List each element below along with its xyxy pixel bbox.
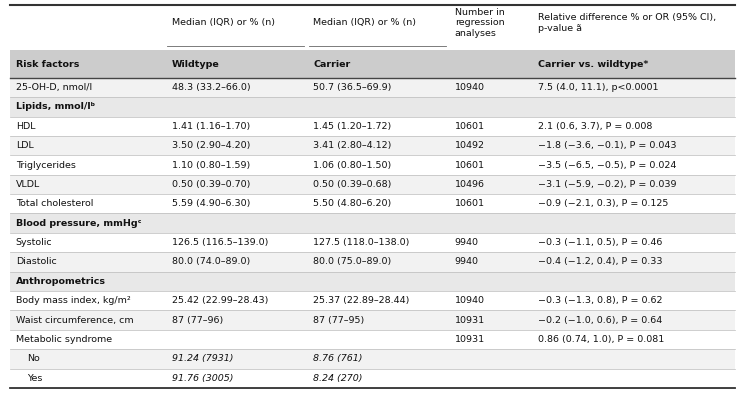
Text: 127.5 (118.0–138.0): 127.5 (118.0–138.0) (313, 238, 410, 247)
Text: 10492: 10492 (454, 141, 485, 150)
Text: Blood pressure, mmHgᶜ: Blood pressure, mmHgᶜ (16, 219, 141, 228)
Text: 5.59 (4.90–6.30): 5.59 (4.90–6.30) (171, 199, 250, 208)
Text: 5.50 (4.80–6.20): 5.50 (4.80–6.20) (313, 199, 391, 208)
Text: 3.41 (2.80–4.12): 3.41 (2.80–4.12) (313, 141, 392, 150)
Bar (10, 78, 735, 97)
Text: 8.24 (270): 8.24 (270) (313, 374, 363, 383)
Bar (10, 117, 735, 136)
Text: 9940: 9940 (454, 238, 478, 247)
Bar (10, 330, 735, 349)
Text: 2.1 (0.6, 3.7), P = 0.008: 2.1 (0.6, 3.7), P = 0.008 (538, 122, 653, 131)
Bar (10, 50, 735, 78)
Bar (10, 213, 735, 233)
Text: 91.76 (3005): 91.76 (3005) (171, 374, 233, 383)
Text: Diastolic: Diastolic (16, 257, 57, 266)
Text: LDL: LDL (16, 141, 34, 150)
Text: 50.7 (36.5–69.9): 50.7 (36.5–69.9) (313, 83, 392, 92)
Bar (10, 97, 735, 117)
Text: 0.86 (0.74, 1.0), P = 0.081: 0.86 (0.74, 1.0), P = 0.081 (538, 335, 665, 344)
Text: 126.5 (116.5–139.0): 126.5 (116.5–139.0) (171, 238, 268, 247)
Bar (10, 136, 735, 155)
Text: 25.42 (22.99–28.43): 25.42 (22.99–28.43) (171, 296, 268, 305)
Text: 25.37 (22.89–28.44): 25.37 (22.89–28.44) (313, 296, 410, 305)
Text: −3.1 (−5.9, −0.2), P = 0.039: −3.1 (−5.9, −0.2), P = 0.039 (538, 180, 676, 189)
Text: Waist circumference, cm: Waist circumference, cm (16, 316, 133, 325)
Bar (10, 369, 735, 388)
Bar (10, 175, 735, 194)
Bar (10, 349, 735, 369)
Text: −0.2 (−1.0, 0.6), P = 0.64: −0.2 (−1.0, 0.6), P = 0.64 (538, 316, 662, 325)
Text: Wildtype: Wildtype (171, 60, 220, 68)
Text: 80.0 (74.0–89.0): 80.0 (74.0–89.0) (171, 257, 250, 266)
Text: −3.5 (−6.5, −0.5), P = 0.024: −3.5 (−6.5, −0.5), P = 0.024 (538, 160, 676, 169)
Text: 10601: 10601 (454, 160, 485, 169)
Text: −0.3 (−1.3, 0.8), P = 0.62: −0.3 (−1.3, 0.8), P = 0.62 (538, 296, 662, 305)
Text: 80.0 (75.0–89.0): 80.0 (75.0–89.0) (313, 257, 391, 266)
Text: 1.41 (1.16–1.70): 1.41 (1.16–1.70) (171, 122, 250, 131)
Text: 7.5 (4.0, 11.1), p<0.0001: 7.5 (4.0, 11.1), p<0.0001 (538, 83, 659, 92)
Bar (10, 233, 735, 252)
Text: 48.3 (33.2–66.0): 48.3 (33.2–66.0) (171, 83, 250, 92)
Text: 3.50 (2.90–4.20): 3.50 (2.90–4.20) (171, 141, 250, 150)
Text: 10931: 10931 (454, 335, 485, 344)
Bar (10, 252, 735, 272)
Text: Median (IQR) or % (n): Median (IQR) or % (n) (171, 18, 275, 28)
Bar (10, 5, 735, 50)
Text: −0.3 (−1.1, 0.5), P = 0.46: −0.3 (−1.1, 0.5), P = 0.46 (538, 238, 662, 247)
Text: No: No (28, 354, 40, 363)
Text: HDL: HDL (16, 122, 35, 131)
Text: 10940: 10940 (454, 296, 485, 305)
Text: 1.45 (1.20–1.72): 1.45 (1.20–1.72) (313, 122, 391, 131)
Text: 87 (77–96): 87 (77–96) (171, 316, 223, 325)
Text: 25-OH-D, nmol/l: 25-OH-D, nmol/l (16, 83, 92, 92)
Text: Relative difference % or OR (95% CI),
p-value ã: Relative difference % or OR (95% CI), p-… (538, 13, 716, 33)
Text: 10496: 10496 (454, 180, 485, 189)
Text: 10931: 10931 (454, 316, 485, 325)
Text: Median (IQR) or % (n): Median (IQR) or % (n) (313, 18, 416, 28)
Text: 9940: 9940 (454, 257, 478, 266)
Text: 1.06 (0.80–1.50): 1.06 (0.80–1.50) (313, 160, 391, 169)
Text: −1.8 (−3.6, −0.1), P = 0.043: −1.8 (−3.6, −0.1), P = 0.043 (538, 141, 676, 150)
Text: 10601: 10601 (454, 199, 485, 208)
Text: Total cholesterol: Total cholesterol (16, 199, 93, 208)
Text: 87 (77–95): 87 (77–95) (313, 316, 364, 325)
Bar (10, 310, 735, 330)
Text: Systolic: Systolic (16, 238, 52, 247)
Text: Lipids, mmol/lᵇ: Lipids, mmol/lᵇ (16, 103, 95, 111)
Bar (10, 291, 735, 310)
Text: Body mass index, kg/m²: Body mass index, kg/m² (16, 296, 130, 305)
Text: 10940: 10940 (454, 83, 485, 92)
Bar (10, 194, 735, 213)
Text: 8.76 (761): 8.76 (761) (313, 354, 363, 363)
Text: Metabolic syndrome: Metabolic syndrome (16, 335, 112, 344)
Text: −0.4 (−1.2, 0.4), P = 0.33: −0.4 (−1.2, 0.4), P = 0.33 (538, 257, 662, 266)
Text: 1.10 (0.80–1.59): 1.10 (0.80–1.59) (171, 160, 250, 169)
Text: 0.50 (0.39–0.68): 0.50 (0.39–0.68) (313, 180, 392, 189)
Text: Yes: Yes (28, 374, 43, 383)
Bar (10, 155, 735, 175)
Text: Number in
regression
analyses: Number in regression analyses (454, 8, 504, 38)
Bar (10, 272, 735, 291)
Text: Anthropometrics: Anthropometrics (16, 277, 106, 286)
Text: −0.9 (−2.1, 0.3), P = 0.125: −0.9 (−2.1, 0.3), P = 0.125 (538, 199, 668, 208)
Text: Risk factors: Risk factors (16, 60, 79, 68)
Text: Carrier: Carrier (313, 60, 350, 68)
Text: Carrier vs. wildtype*: Carrier vs. wildtype* (538, 60, 648, 68)
Text: 10601: 10601 (454, 122, 485, 131)
Text: VLDL: VLDL (16, 180, 40, 189)
Text: 91.24 (7931): 91.24 (7931) (171, 354, 233, 363)
Text: 0.50 (0.39–0.70): 0.50 (0.39–0.70) (171, 180, 250, 189)
Text: Triglycerides: Triglycerides (16, 160, 75, 169)
